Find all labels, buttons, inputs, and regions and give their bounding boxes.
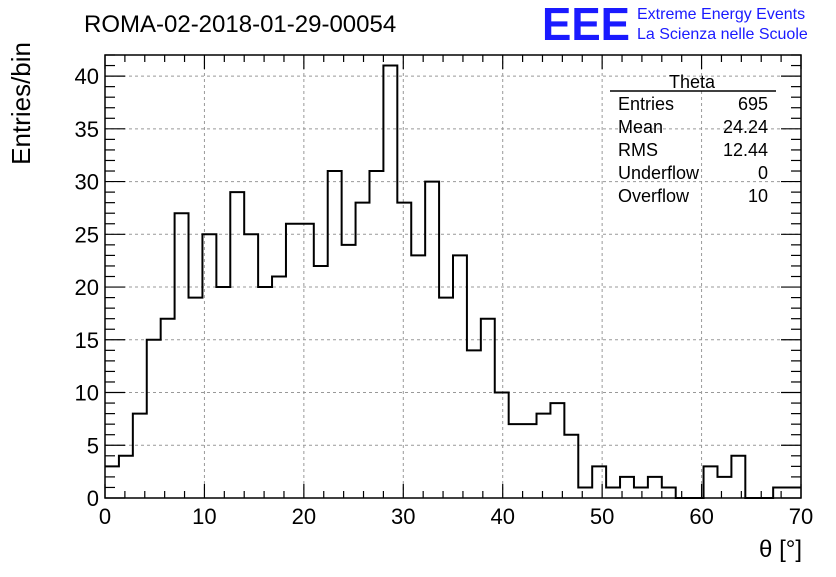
histogram-bin: [383, 66, 397, 498]
y-tick-label: 15: [75, 328, 99, 353]
stats-row-label: Underflow: [618, 163, 700, 183]
logo-line-2: La Scienza nelle Scuole: [637, 26, 808, 43]
histogram-bin: [439, 298, 453, 498]
histogram-bin: [550, 403, 564, 498]
histogram-bin: [411, 255, 425, 498]
histogram-bin: [453, 255, 467, 498]
y-tick-label: 5: [87, 433, 99, 458]
x-tick-label: 50: [590, 504, 614, 529]
histogram-bin: [105, 466, 119, 498]
axis-ticks: [104, 54, 802, 499]
histogram-bin: [189, 298, 203, 498]
histogram-bin: [564, 435, 578, 498]
x-tick-label: 70: [789, 504, 813, 529]
y-tick-label: 30: [75, 170, 99, 195]
histogram-bin: [606, 487, 620, 498]
histogram-bin: [369, 171, 383, 498]
histogram-bin: [592, 466, 606, 498]
histogram-bin: [467, 350, 481, 498]
stats-row-label: RMS: [618, 140, 658, 160]
histogram-bin: [717, 477, 731, 498]
stats-row-value: 24.24: [723, 117, 768, 137]
x-tick-label: 10: [192, 504, 216, 529]
y-tick-label: 20: [75, 275, 99, 300]
x-tick-labels: 0 10 20 30 40 50 60 70: [99, 504, 813, 529]
x-tick-label: 0: [99, 504, 111, 529]
histogram-bin: [161, 319, 175, 498]
histogram-bin: [314, 266, 328, 498]
histogram-bin: [244, 234, 258, 498]
histogram-bin: [328, 171, 342, 498]
x-tick-label: 20: [292, 504, 316, 529]
histogram-bin: [773, 487, 787, 498]
stats-title: Theta: [669, 72, 716, 92]
chart-title: ROMA-02-2018-01-29-00054: [84, 11, 396, 38]
x-axis-label: θ [°]: [759, 536, 802, 563]
logo-line-1: Extreme Energy Events: [637, 6, 805, 23]
y-tick-labels: 0 5 10 15 20 25 30 35 40: [75, 64, 99, 511]
stats-row-label: Overflow: [618, 186, 690, 206]
histogram-bin: [648, 477, 662, 498]
stats-row-label: Mean: [618, 117, 663, 137]
histogram-bin: [300, 224, 314, 498]
x-tick-label: 40: [490, 504, 514, 529]
histogram-bin: [481, 319, 495, 498]
y-tick-label: 0: [87, 486, 99, 511]
y-axis-label: Entries/bin: [6, 42, 36, 165]
histogram-bin: [704, 466, 718, 498]
histogram-bin: [731, 456, 745, 498]
histogram-bin: [509, 424, 523, 498]
stats-row-value: 12.44: [723, 140, 768, 160]
stats-row-value: 0: [758, 163, 768, 183]
x-tick-label: 30: [391, 504, 415, 529]
histogram-bin: [342, 245, 356, 498]
histogram-bin: [356, 203, 370, 498]
histogram-bin: [119, 456, 133, 498]
stats-row-value: 10: [748, 186, 768, 206]
histogram-bin: [272, 277, 286, 499]
stats-row-value: 695: [738, 94, 768, 114]
histogram-bin: [286, 224, 300, 498]
histogram-bin: [634, 487, 648, 498]
y-tick-label: 10: [75, 381, 99, 406]
histogram-bin: [397, 203, 411, 498]
histogram-bin: [787, 487, 801, 498]
histogram-bin: [175, 213, 189, 498]
histogram-bin: [662, 487, 676, 498]
y-tick-label: 35: [75, 117, 99, 142]
histogram-bin: [216, 287, 230, 498]
stats-rows: Entries 695 Mean 24.24 RMS 12.44 Underflow 0 Ove…: [618, 94, 768, 206]
histogram-bin: [147, 340, 161, 498]
histogram-bin: [523, 424, 537, 498]
histogram-outline: [105, 64, 801, 499]
y-tick-label: 25: [75, 222, 99, 247]
y-tick-label: 40: [75, 64, 99, 89]
histogram-bin: [230, 192, 244, 498]
eee-logo-mark: EEE: [542, 0, 630, 50]
histogram-bin: [537, 414, 551, 498]
stats-row-label: Entries: [618, 94, 674, 114]
x-tick-label: 60: [689, 504, 713, 529]
histogram-bin: [578, 487, 592, 498]
histogram-bin: [133, 414, 147, 498]
stats-box: Theta Entries 695 Mean 24.24 RMS 12.44 Underfl…: [610, 72, 776, 206]
